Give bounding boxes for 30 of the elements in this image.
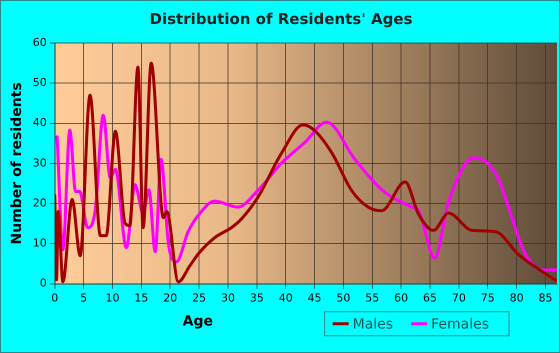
y-tick-label: 0 — [40, 276, 47, 290]
x-tick-label: 55 — [365, 291, 380, 304]
x-tick-label: 45 — [308, 291, 322, 304]
x-tick-label: 40 — [278, 291, 293, 304]
y-tick-label: 40 — [32, 116, 47, 130]
x-tick-label: 70 — [452, 291, 466, 304]
x-tick-label: 15 — [134, 291, 148, 304]
y-tick-label: 30 — [32, 156, 47, 170]
x-tick-label: 25 — [192, 291, 206, 304]
y-axis-title: Number of residents — [9, 82, 26, 244]
x-axis-title: Age — [182, 313, 213, 330]
x-tick-label: 5 — [80, 291, 88, 304]
y-tick-label: 20 — [32, 196, 47, 210]
x-tick-label: 60 — [394, 291, 408, 304]
x-tick-label: 10 — [106, 291, 120, 304]
x-tick-label: 50 — [336, 291, 350, 304]
x-tick-label: 35 — [250, 291, 264, 304]
y-tick-label: 10 — [32, 236, 47, 250]
x-tick-label: 75 — [480, 291, 495, 304]
x-tick-label: 30 — [220, 291, 235, 304]
x-tick-label: 65 — [423, 291, 438, 304]
x-tick-label: 80 — [510, 291, 524, 304]
y-tick-label: 60 — [32, 36, 47, 49]
x-tick-label: 85 — [538, 291, 552, 304]
legend-label: Females — [431, 316, 490, 332]
y-tick-label: 50 — [32, 76, 47, 89]
legend-label: Males — [352, 316, 394, 332]
x-tick-label: 20 — [163, 291, 178, 304]
x-tick-label: 0 — [51, 291, 58, 304]
chart-title: Distribution of Residents' Ages — [150, 10, 413, 28]
